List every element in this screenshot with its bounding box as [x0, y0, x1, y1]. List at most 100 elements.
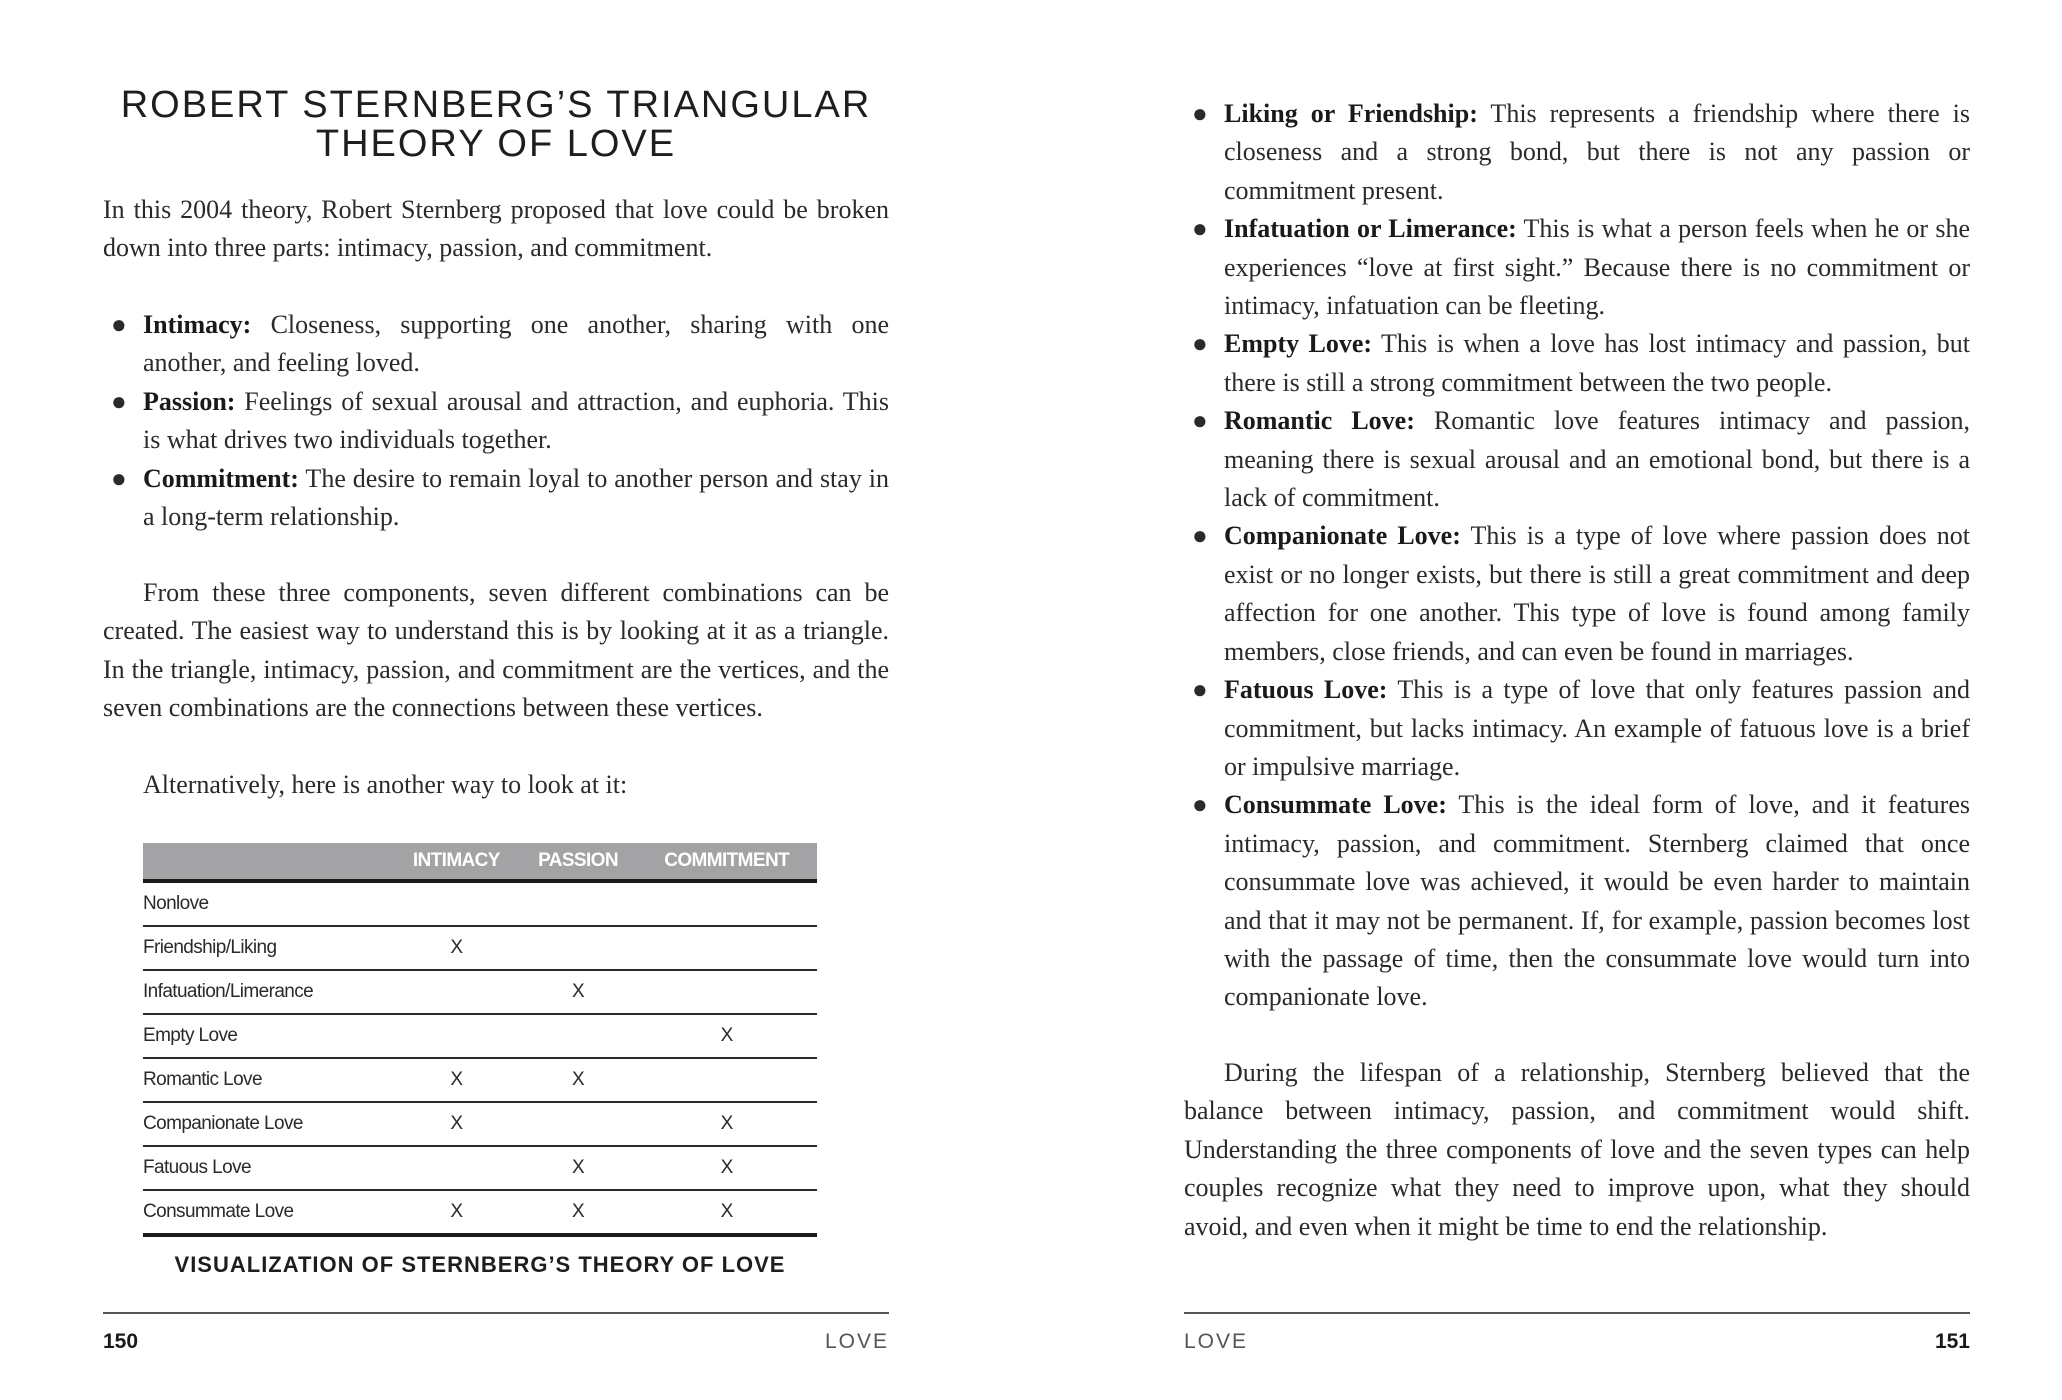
term: Intimacy: — [143, 310, 252, 339]
cell-mark: X — [519, 1058, 637, 1103]
cell-mark: X — [393, 1058, 520, 1103]
cell-mark: X — [393, 1102, 520, 1147]
term: Commitment: — [143, 463, 299, 493]
definition: This represents a friendship where there… — [1224, 99, 1971, 205]
header-intimacy: INTIMACY — [393, 843, 520, 883]
row-label: Infatuation/Limerance — [143, 970, 393, 1015]
row-label: Nonlove — [143, 881, 393, 927]
header-passion: PASSION — [519, 843, 637, 883]
cell-mark: X — [519, 970, 637, 1015]
bullet-icon: ● — [1192, 790, 1208, 820]
table-header-row: INTIMACY PASSION COMMITMENT — [143, 843, 817, 883]
cell-mark: X — [636, 1014, 817, 1059]
list-item: ● Companionate Love: This is a type of lo… — [1184, 517, 1970, 671]
term: Romantic Love: — [1224, 406, 1415, 436]
cell-mark — [519, 1014, 637, 1059]
bullet-icon: ● — [1192, 329, 1208, 359]
table-row: Empty Love X — [143, 1014, 817, 1059]
page-title: ROBERT STERNBERG’S TRIANGULAR THEORY OF … — [103, 86, 889, 164]
title-line-2: THEORY OF LOVE — [315, 123, 677, 165]
term: Empty Love: — [1224, 329, 1373, 359]
definition: Feelings of sexual arousal and attractio… — [143, 386, 889, 455]
list-item: ● Infatuation or Limerance: This is what … — [1184, 210, 1970, 325]
bullet-icon: ● — [111, 310, 127, 339]
cell-mark — [393, 1014, 520, 1059]
bullet-icon: ● — [111, 463, 127, 493]
cell-mark: X — [393, 1190, 520, 1237]
bullet-icon: ● — [1192, 214, 1208, 244]
row-label: Consummate Love — [143, 1190, 393, 1237]
cell-mark: X — [519, 1190, 637, 1237]
right-page: ● Liking or Friendship: This represents a… — [1184, 0, 1970, 1400]
cell-mark — [393, 881, 520, 927]
term: Fatuous Love: — [1224, 675, 1388, 705]
section-name: LOVE — [824, 1330, 889, 1353]
page-number: 150 — [103, 1330, 139, 1353]
row-label: Romantic Love — [143, 1058, 393, 1103]
cell-mark — [519, 926, 637, 971]
definition: Closeness, supporting one another, shari… — [143, 310, 889, 378]
cell-mark — [636, 1058, 817, 1103]
alternative-paragraph: Alternatively, here is another way to lo… — [143, 770, 628, 799]
page-number: 151 — [1934, 1330, 1970, 1353]
bullet-icon: ● — [1192, 521, 1208, 551]
definition: This is what a person feels when he or s… — [1224, 214, 1970, 321]
definition: This is when a love has lost intimacy an… — [1224, 329, 1970, 397]
cell-mark: X — [636, 1146, 817, 1191]
footer-rule — [103, 1312, 889, 1314]
combinations-paragraph: From these three components, seven diffe… — [103, 578, 889, 723]
section-name: LOVE — [1184, 1330, 1249, 1353]
term: Companionate Love: — [1224, 521, 1461, 551]
list-item: ● Romantic Love: Romantic love features i… — [1184, 402, 1970, 517]
definition: This is the ideal form of love, and it f… — [1224, 790, 1970, 1012]
table-caption: VISUALIZATION OF STERNBERG’S THEORY OF L… — [174, 1252, 786, 1277]
row-label: Empty Love — [143, 1014, 393, 1059]
table-row: Consummate Love X X X — [143, 1190, 817, 1237]
header-cell — [143, 843, 393, 883]
closing-paragraph: During the lifespan of a relationship, S… — [1184, 1058, 1970, 1241]
table-row: Companionate Love X X — [143, 1102, 817, 1147]
list-item: ● Consummate Love: This is the ideal form… — [1184, 786, 1970, 1016]
term: Consummate Love: — [1224, 790, 1447, 820]
row-label: Companionate Love — [143, 1102, 393, 1147]
bullet-icon: ● — [1192, 406, 1208, 436]
footer-rule — [1184, 1312, 1970, 1314]
list-item: ● Commitment: The desire to remain loyal … — [103, 460, 889, 537]
list-item: ● Empty Love: This is when a love has los… — [1184, 325, 1970, 402]
definition: This is a type of love where passion doe… — [1224, 521, 1971, 666]
list-item: ● Intimacy: Closeness, supporting one ano… — [103, 306, 889, 383]
list-item: ● Passion: Feelings of sexual arousal and… — [103, 383, 889, 460]
cell-mark — [636, 926, 817, 971]
row-label: Friendship/Liking — [143, 926, 393, 971]
definition: This is a type of love that only feature… — [1224, 675, 1970, 781]
term: Passion: — [143, 386, 236, 416]
table-row: Fatuous Love X X — [143, 1146, 817, 1191]
row-label: Fatuous Love — [143, 1146, 393, 1191]
bullet-icon: ● — [1192, 99, 1208, 128]
cell-mark: X — [636, 1102, 817, 1147]
cell-mark — [393, 970, 520, 1015]
left-page: ROBERT STERNBERG’S TRIANGULAR THEORY OF … — [103, 0, 889, 1400]
cell-mark: X — [519, 1146, 637, 1191]
header-commitment: COMMITMENT — [636, 843, 817, 883]
table-row: Friendship/Liking X — [143, 926, 817, 971]
cell-mark — [636, 881, 817, 927]
bullet-icon: ● — [111, 386, 127, 416]
list-item: ● Fatuous Love: This is a type of love th… — [1184, 671, 1970, 786]
cell-mark — [519, 881, 637, 927]
definition: The desire to remain loyal to another pe… — [143, 463, 889, 532]
table-row: Nonlove — [143, 881, 817, 927]
cell-mark — [636, 970, 817, 1015]
definition: Romantic love features intimacy and pass… — [1224, 406, 1970, 513]
bullet-icon: ● — [1192, 675, 1208, 705]
cell-mark: X — [636, 1190, 817, 1237]
cell-mark: X — [393, 926, 520, 971]
title-line-1: ROBERT STERNBERG’S TRIANGULAR — [120, 84, 872, 126]
love-types-table: INTIMACY PASSION COMMITMENT Nonlove Frien… — [143, 843, 817, 1237]
intro-paragraph: In this 2004 theory, Robert Sternberg pr… — [103, 195, 889, 263]
term: Infatuation or Limerance: — [1224, 214, 1517, 244]
cell-mark — [519, 1102, 637, 1147]
table-row: Infatuation/Limerance X — [143, 970, 817, 1015]
term: Liking or Friendship: — [1224, 99, 1478, 128]
love-types-list: ● Liking or Friendship: This represents a… — [1184, 95, 1970, 1017]
